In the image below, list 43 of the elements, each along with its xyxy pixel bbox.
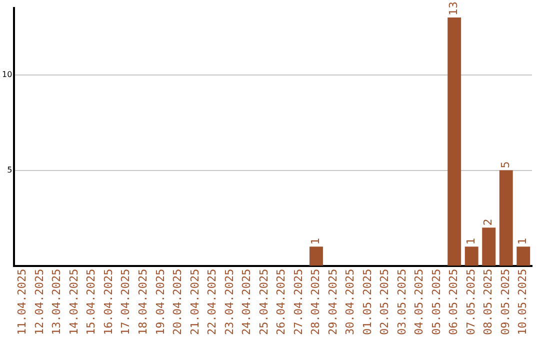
x-tick-label: 13.04.2025 (50, 268, 64, 336)
x-tick-label: 22.04.2025 (206, 268, 219, 336)
data-label: 1 (516, 238, 530, 245)
x-tick-label: 06.05.2025 (447, 268, 460, 336)
x-tick-label: 02.05.2025 (378, 268, 392, 336)
x-tick-label: 25.04.2025 (257, 268, 270, 336)
x-tick-label: 12.04.2025 (32, 268, 46, 336)
x-tick-label: 28.04.2025 (309, 268, 322, 336)
data-label: 1 (309, 238, 322, 245)
x-tick-label: 24.04.2025 (240, 268, 254, 336)
x-tick-label: 21.04.2025 (188, 268, 202, 336)
bar (464, 246, 478, 266)
x-tick-label: 17.04.2025 (119, 268, 132, 336)
bar (499, 170, 513, 266)
bar (482, 228, 496, 266)
x-tick-label: 15.04.2025 (84, 268, 98, 336)
bar (448, 18, 462, 266)
x-tick-label: 29.04.2025 (326, 268, 340, 336)
y-tick-label: 10 (2, 70, 12, 79)
x-tick-label: 10.05.2025 (516, 268, 530, 336)
x-tick-label: 27.04.2025 (292, 268, 305, 336)
x-tick-label: 14.04.2025 (67, 268, 80, 336)
data-label: 2 (482, 218, 495, 226)
x-tick-label: 01.05.2025 (360, 268, 374, 336)
x-tick-label: 23.04.2025 (222, 268, 236, 336)
x-tick-label: 04.05.2025 (412, 268, 426, 336)
bar (516, 246, 530, 266)
x-tick-label: 18.04.2025 (136, 268, 150, 336)
x-tick-label: 08.05.2025 (482, 268, 495, 336)
bar (310, 246, 323, 266)
x-tick-label: 09.05.2025 (498, 268, 512, 336)
x-tick-label: 07.05.2025 (464, 268, 478, 336)
data-label: 1 (464, 238, 478, 245)
x-tick-label: 26.04.2025 (274, 268, 288, 336)
x-tick-label: 05.05.2025 (430, 268, 443, 336)
x-tick-label: 11.04.2025 (16, 268, 29, 336)
x-tick-label: 16.04.2025 (102, 268, 115, 336)
x-tick-label: 20.04.2025 (171, 268, 184, 336)
data-label: 13 (447, 2, 460, 16)
x-tick-label: 30.04.2025 (344, 268, 357, 336)
x-tick-label: 03.05.2025 (395, 268, 408, 336)
x-tick-label: 19.04.2025 (154, 268, 167, 336)
data-label: 5 (498, 161, 512, 168)
